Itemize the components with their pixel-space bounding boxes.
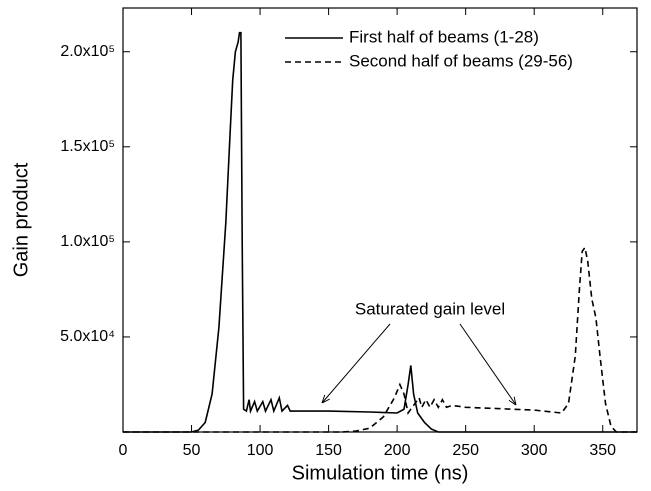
x-tick-label: 350	[589, 442, 616, 459]
annotation: Saturated gain level	[355, 299, 505, 318]
legend-label: First half of beams (1-28)	[349, 27, 539, 46]
legend-label: Second half of beams (29-56)	[349, 51, 573, 70]
annotation-arrow	[322, 323, 391, 403]
series-line	[123, 31, 637, 433]
x-tick-label: 0	[119, 442, 128, 459]
x-tick-label: 50	[183, 442, 201, 459]
x-tick-label: 100	[247, 442, 274, 459]
x-tick-label: 250	[452, 442, 479, 459]
y-tick-label: 1.5x10⁵	[60, 138, 115, 155]
y-tick-label: 1.0x10⁵	[60, 233, 115, 250]
x-tick-label: 300	[521, 442, 548, 459]
x-tick-label: 150	[315, 442, 342, 459]
series-line	[123, 245, 637, 433]
plot-frame	[122, 7, 638, 433]
annotation-arrow	[459, 323, 516, 405]
x-axis-label: Simulation time (ns)	[292, 462, 469, 484]
y-tick-label: 2.0x10⁵	[60, 43, 115, 60]
x-tick-label: 200	[384, 442, 411, 459]
y-axis-label: Gain product	[10, 162, 32, 277]
y-tick-label: 5.0x10⁴	[60, 328, 115, 345]
